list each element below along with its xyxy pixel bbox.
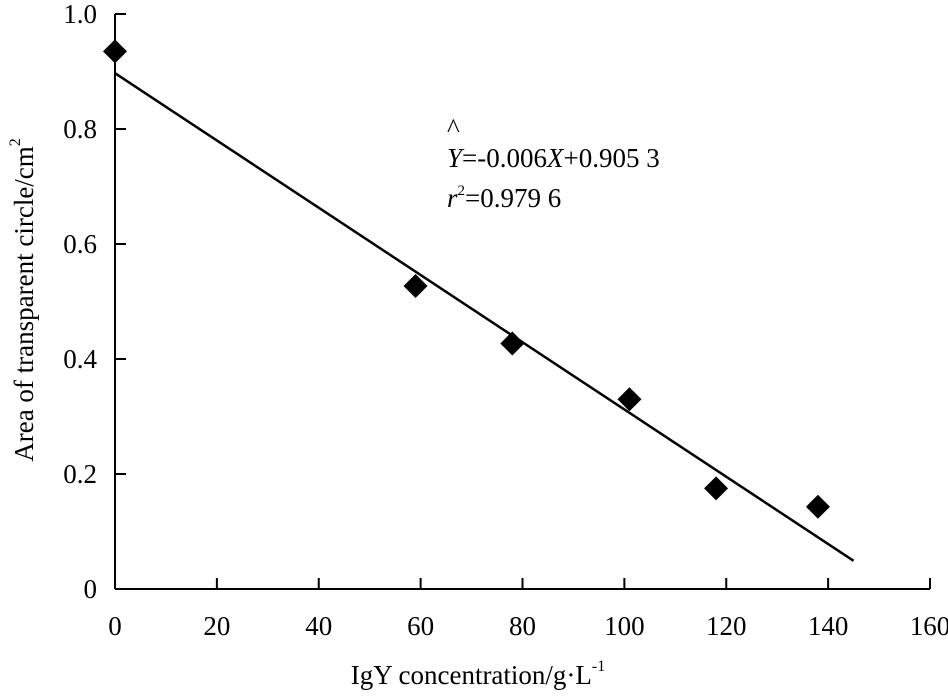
data-point: [103, 39, 127, 64]
x-tick-label: 20: [203, 611, 230, 641]
x-tick-label: 100: [604, 611, 645, 641]
regression-hat: ^: [447, 113, 460, 143]
x-tick-label: 80: [509, 611, 536, 641]
y-axis-title: Area of transparent circle/cm2: [7, 138, 39, 462]
x-ticks: 0 20 40 60 80 100 120 140 160: [108, 578, 948, 641]
r-squared: r2=0.979 6: [447, 183, 561, 213]
data-point: [805, 494, 830, 519]
r-value: =0.979 6: [465, 183, 561, 213]
data-point: [704, 476, 729, 501]
x-axis-title-main: IgY concentration/g·L: [351, 660, 592, 690]
y-axis-title-main: Area of transparent circle/cm: [9, 146, 39, 462]
x-tick-label: 0: [108, 611, 122, 641]
x-axis-title-sup: -1: [592, 658, 605, 675]
data-point: [403, 273, 428, 298]
x-tick-label: 60: [407, 611, 434, 641]
y-tick-label: 1.0: [63, 0, 97, 29]
y-tick-label: 0.6: [63, 229, 97, 259]
x-tick-label: 120: [706, 611, 747, 641]
y-ticks: 0 0.2 0.4 0.6 0.8 1.0: [63, 0, 126, 604]
y-axis-title-sup: 2: [7, 138, 24, 146]
y-tick-label: 0: [84, 574, 98, 604]
fit-line-group: [114, 72, 855, 562]
x-tick-label: 40: [305, 611, 332, 641]
regression-x-symbol: X: [546, 143, 565, 173]
y-tick-label: 0.2: [63, 459, 97, 489]
data-points: [103, 39, 830, 519]
x-tick-label: 160: [910, 611, 948, 641]
data-point: [500, 331, 525, 356]
regression-y-symbol: Y: [447, 143, 465, 173]
regression-intercept: +0.905 3: [564, 143, 660, 173]
regression-slope: =-0.006: [462, 143, 547, 173]
y-tick-label: 0.8: [63, 114, 97, 144]
regression-line: [114, 72, 855, 562]
r-superscript: 2: [458, 183, 466, 199]
axes: [114, 14, 930, 590]
x-axis-title: IgY concentration/g·L-1: [351, 658, 605, 690]
data-point: [617, 387, 642, 412]
regression-equation: Y=-0.006X+0.905 3: [447, 143, 660, 173]
y-tick-label: 0.4: [63, 344, 97, 374]
x-tick-label: 140: [808, 611, 849, 641]
r-symbol: r: [447, 183, 458, 213]
